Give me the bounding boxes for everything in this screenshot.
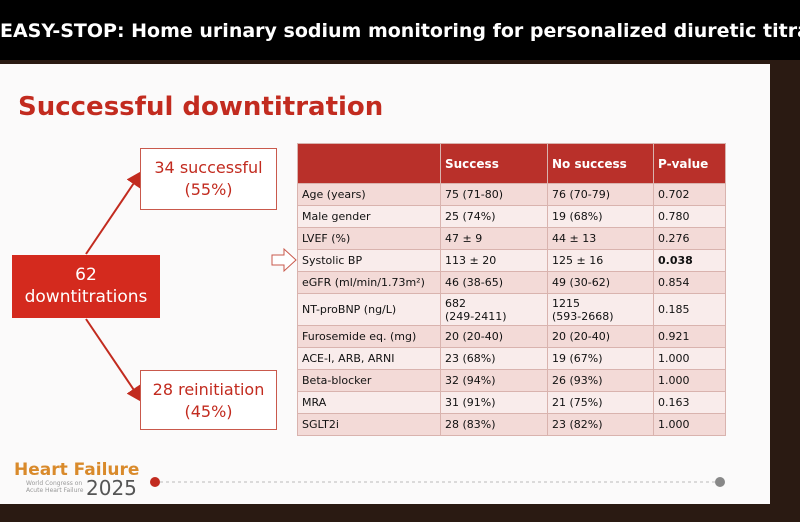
slide: Successful downtitration 62 downtitration… <box>0 64 770 504</box>
table-row: NT-proBNP (ng/L) 682 (249-2411) 1215 (593-26… <box>297 293 726 326</box>
table-cell: 0.276 <box>653 227 726 250</box>
table-cell: 1215 (593-2668) <box>547 293 654 326</box>
table-cell: 32 (94%) <box>440 369 548 392</box>
cell-line: 682 <box>445 296 466 310</box>
table-row: SGLT2i 28 (83%) 23 (82%) 1.000 <box>297 413 726 436</box>
failure-line: (45%) <box>184 402 233 421</box>
column-header <box>297 143 441 184</box>
table-cell: 19 (68%) <box>547 205 654 228</box>
table-cell: 0.921 <box>653 325 726 348</box>
table-cell: SGLT2i <box>297 413 441 436</box>
arrow <box>85 318 143 403</box>
logo-year: 2025 <box>86 476 137 500</box>
table-row: Systolic BP 113 ± 20 125 ± 16 0.038 <box>297 249 726 272</box>
total-number: 62 <box>75 265 97 285</box>
logo-sub: World Congress on Acute Heart Failure <box>26 480 84 494</box>
column-header: Success <box>440 143 548 184</box>
table-cell: Male gender <box>297 205 441 228</box>
pointer-arrow <box>271 247 297 273</box>
table-cell: 75 (71-80) <box>440 183 548 206</box>
banner-title: EASY-STOP: Home urinary sodium monitorin… <box>0 0 800 60</box>
table-cell: Age (years) <box>297 183 441 206</box>
table-cell: Beta-blocker <box>297 369 441 392</box>
table-cell: 0.854 <box>653 271 726 294</box>
footer-dot <box>150 477 160 487</box>
slide-title: Successful downtitration <box>18 92 384 122</box>
table-cell: 28 (83%) <box>440 413 548 436</box>
table-cell: 23 (82%) <box>547 413 654 436</box>
cell-line: (249-2411) <box>445 309 507 323</box>
table-cell: 20 (20-40) <box>547 325 654 348</box>
table-cell: 113 ± 20 <box>440 249 548 272</box>
table-cell: 125 ± 16 <box>547 249 654 272</box>
table-cell: eGFR (ml/min/1.73m²) <box>297 271 441 294</box>
footer-dot <box>715 477 725 487</box>
total-label: downtitrations <box>24 287 148 307</box>
failure-box: 28 reinitiation (45%) <box>140 370 277 430</box>
table-cell: 0.038 <box>653 249 726 272</box>
table-cell: LVEF (%) <box>297 227 441 250</box>
table-cell: 31 (91%) <box>440 391 548 414</box>
table-cell: 0.185 <box>653 293 726 326</box>
table-cell: 1.000 <box>653 369 726 392</box>
failure-line: 28 reinitiation <box>152 380 265 399</box>
table-cell: 0.702 <box>653 183 726 206</box>
table-cell: 682 (249-2411) <box>440 293 548 326</box>
table-row: Male gender 25 (74%) 19 (68%) 0.780 <box>297 205 726 228</box>
table-row: Beta-blocker 32 (94%) 26 (93%) 1.000 <box>297 369 726 392</box>
table-cell: 46 (38-65) <box>440 271 548 294</box>
success-box: 34 successful (55%) <box>140 148 277 210</box>
table-cell: 20 (20-40) <box>440 325 548 348</box>
results-table: Success No success P-value Age (years) 75 (… <box>297 143 726 436</box>
table-cell: ACE-I, ARB, ARNI <box>297 347 441 370</box>
column-header: No success <box>547 143 654 184</box>
column-header: P-value <box>653 143 726 184</box>
table-cell: 0.780 <box>653 205 726 228</box>
table-row: Age (years) 75 (71-80) 76 (70-79) 0.702 <box>297 183 726 206</box>
table-cell: 76 (70-79) <box>547 183 654 206</box>
table-cell: 1.000 <box>653 347 726 370</box>
table-cell: Furosemide eq. (mg) <box>297 325 441 348</box>
table-row: MRA 31 (91%) 21 (75%) 0.163 <box>297 391 726 414</box>
table-cell: 21 (75%) <box>547 391 654 414</box>
table-cell: 44 ± 13 <box>547 227 654 250</box>
success-line: (55%) <box>184 180 233 199</box>
table-row: Furosemide eq. (mg) 20 (20-40) 20 (20-40) 0… <box>297 325 726 348</box>
logo: Heart Failure <box>14 460 140 480</box>
cell-line: (593-2668) <box>552 309 614 323</box>
table-cell: 26 (93%) <box>547 369 654 392</box>
table-cell: 0.163 <box>653 391 726 414</box>
success-line: 34 successful <box>154 158 263 177</box>
table-row: eGFR (ml/min/1.73m²) 46 (38-65) 49 (30-62)… <box>297 271 726 294</box>
table-cell: 23 (68%) <box>440 347 548 370</box>
table-row: LVEF (%) 47 ± 9 44 ± 13 0.276 <box>297 227 726 250</box>
arrows <box>85 170 725 487</box>
total-box: 62 downtitrations <box>12 255 160 318</box>
table-cell: MRA <box>297 391 441 414</box>
arrow <box>85 170 143 255</box>
cell-line: 1215 <box>552 296 580 310</box>
table-cell: 19 (67%) <box>547 347 654 370</box>
table-cell: 49 (30-62) <box>547 271 654 294</box>
table-cell: 1.000 <box>653 413 726 436</box>
table-row: ACE-I, ARB, ARNI 23 (68%) 19 (67%) 1.000 <box>297 347 726 370</box>
table-cell: NT-proBNP (ng/L) <box>297 293 441 326</box>
table-cell: 47 ± 9 <box>440 227 548 250</box>
table-cell: Systolic BP <box>297 249 441 272</box>
table-cell: 25 (74%) <box>440 205 548 228</box>
